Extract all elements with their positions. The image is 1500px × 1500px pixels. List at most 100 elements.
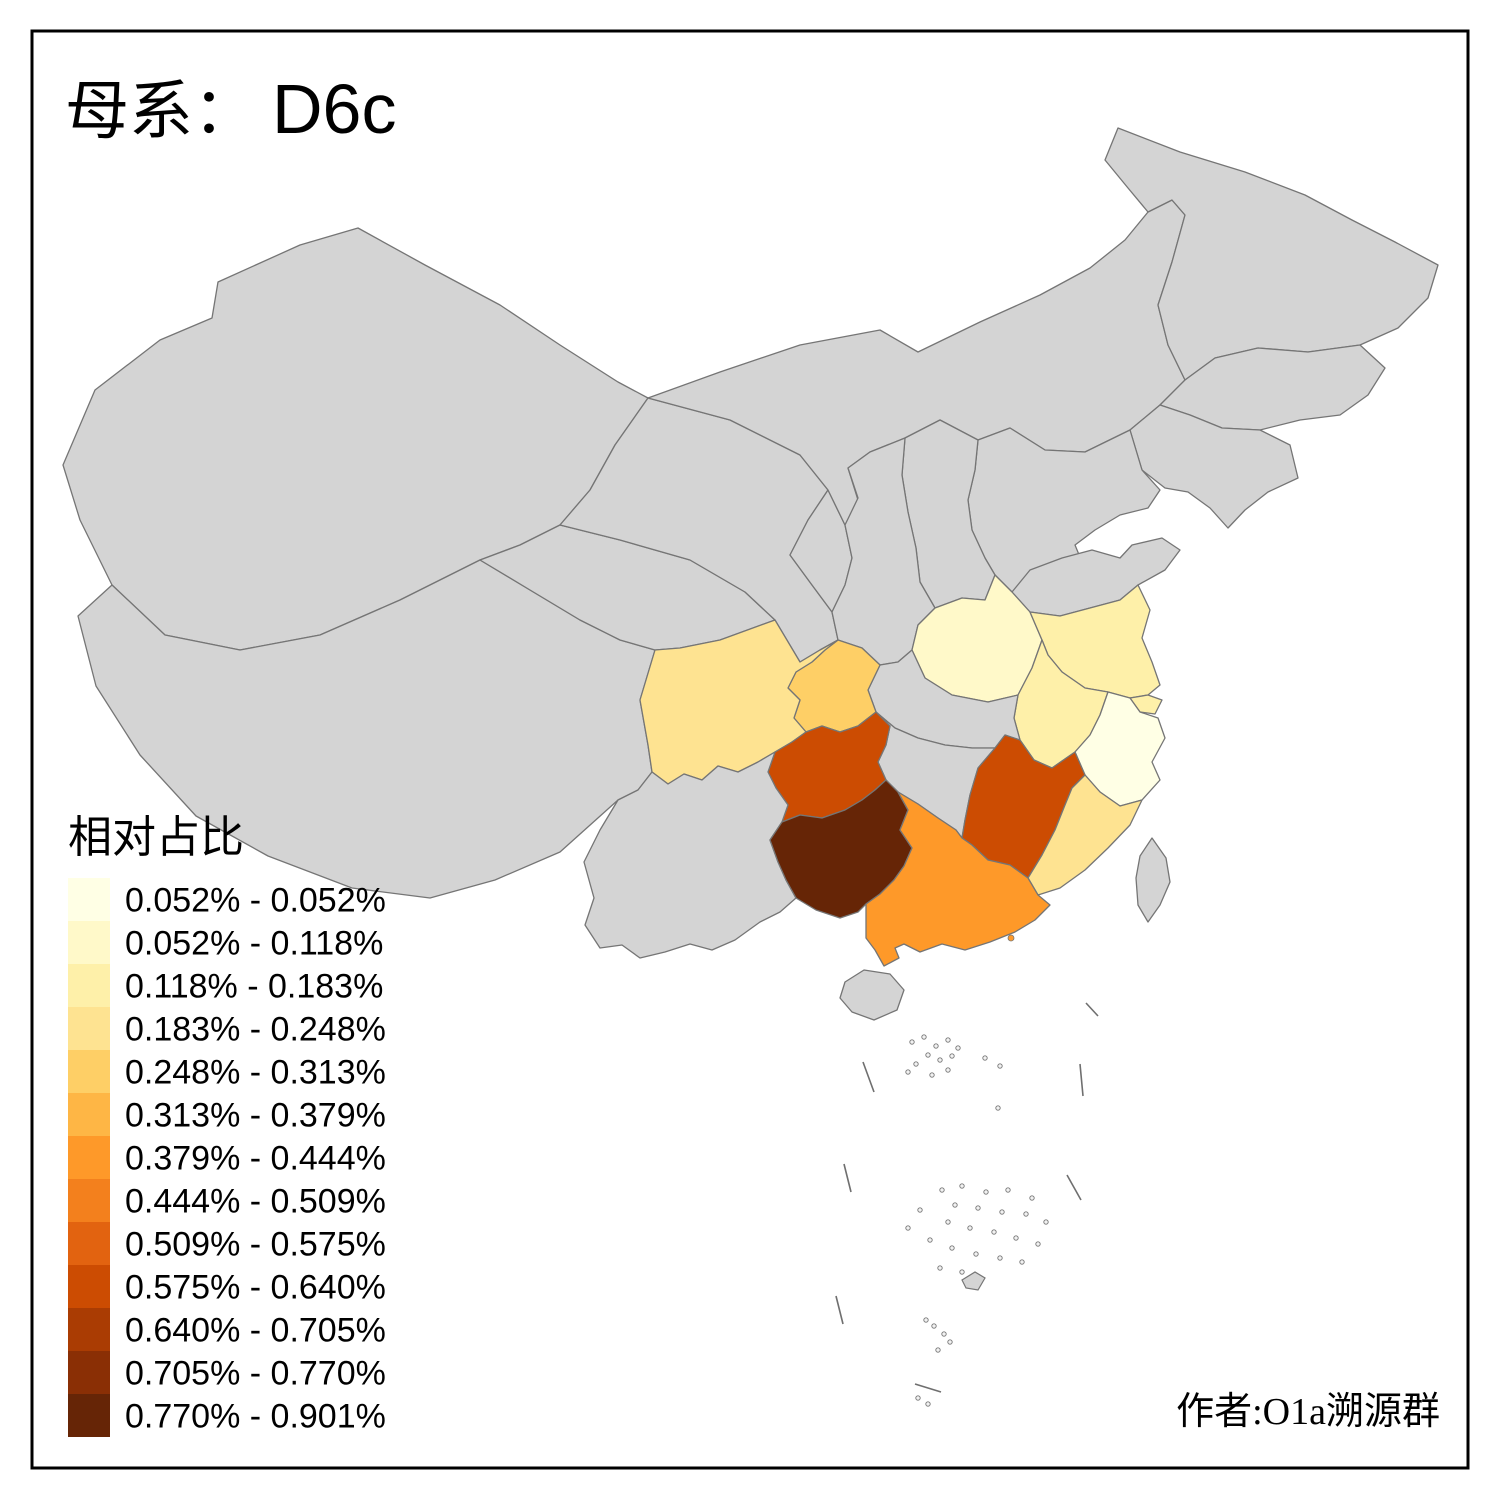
sea-boundary-dash — [914, 1383, 942, 1393]
sea-island-dot — [1013, 1235, 1019, 1241]
sea-island-dot — [905, 1069, 911, 1075]
sea-island-dot — [997, 1255, 1003, 1261]
legend-swatch — [68, 1136, 110, 1179]
plot-frame — [30, 29, 1470, 1470]
guangdong-islet — [1007, 934, 1015, 942]
legend-row: 0.052% - 0.118% — [68, 921, 383, 964]
province-fujian — [1027, 774, 1143, 896]
sea-boundary-dash — [1066, 1174, 1082, 1201]
legend-row: 0.509% - 0.575% — [68, 1222, 386, 1265]
legend-swatch — [68, 964, 110, 1007]
provinces-layer — [62, 127, 1439, 1021]
legend-swatch — [68, 1007, 110, 1050]
legend-row: 0.705% - 0.770% — [68, 1351, 386, 1394]
sea-island-dot — [1019, 1259, 1025, 1265]
sea-boundary-dash — [835, 1295, 844, 1325]
sea-island-dot — [937, 1057, 943, 1063]
sea-island-dot — [999, 1209, 1005, 1215]
legend: 相对占比 0.052% - 0.052% 0.052% - 0.118% 0.118… — [68, 813, 386, 1437]
sea-island-dot — [959, 1183, 965, 1189]
sea-island-dot — [945, 1037, 951, 1043]
sea-boundary-dash — [843, 1163, 852, 1193]
sea-island-dot — [1005, 1187, 1011, 1193]
legend-swatch — [68, 1179, 110, 1222]
legend-row: 0.118% - 0.183% — [68, 964, 383, 1007]
province-taiwan — [1135, 837, 1171, 923]
legend-label: 0.444% - 0.509% — [125, 1183, 386, 1221]
province-guangdong — [865, 791, 1051, 967]
legend-row: 0.444% - 0.509% — [68, 1179, 386, 1222]
legend-label: 0.640% - 0.705% — [125, 1312, 386, 1350]
sea-island-dot — [915, 1395, 921, 1401]
legend-label: 0.118% - 0.183% — [125, 968, 383, 1006]
map-title-haplogroup: D6c — [272, 70, 396, 148]
legend-label: 0.313% - 0.379% — [125, 1097, 386, 1135]
sea-island-dot — [917, 1207, 923, 1213]
legend-row: 0.575% - 0.640% — [68, 1265, 386, 1308]
south-china-sea-features — [835, 934, 1099, 1407]
sea-island-dot — [1043, 1219, 1049, 1225]
legend-swatch — [68, 1222, 110, 1265]
legend-rows: 0.052% - 0.052% 0.052% - 0.118% 0.118% - 0… — [68, 878, 386, 1437]
legend-swatch — [68, 921, 110, 964]
sea-island-dot — [952, 1202, 958, 1208]
province-liaoning — [1129, 404, 1299, 529]
sea-islet — [961, 1271, 986, 1291]
sea-island-dot — [973, 1251, 979, 1257]
sea-island-dot — [935, 1347, 941, 1353]
province-yunnan — [583, 751, 797, 959]
legend-label: 0.509% - 0.575% — [125, 1226, 386, 1264]
map-title-prefix: 母系： — [65, 76, 257, 147]
sea-island-dot — [955, 1045, 961, 1051]
sea-island-dot — [933, 1043, 939, 1049]
legend-row: 0.313% - 0.379% — [68, 1093, 386, 1136]
legend-swatch — [68, 1308, 110, 1351]
legend-label: 0.705% - 0.770% — [125, 1355, 386, 1393]
sea-island-dot — [945, 1067, 951, 1073]
sea-island-dot — [982, 1055, 988, 1061]
legend-swatch — [68, 1351, 110, 1394]
sea-island-dot — [1035, 1241, 1041, 1247]
legend-label: 0.052% - 0.052% — [125, 882, 386, 920]
sea-boundary-dash — [1085, 1002, 1099, 1017]
sea-island-dot — [929, 1072, 935, 1078]
sea-island-dot — [909, 1039, 915, 1045]
sea-island-dot — [931, 1323, 937, 1329]
sea-island-dot — [949, 1245, 955, 1251]
legend-label: 0.248% - 0.313% — [125, 1054, 386, 1092]
sea-island-dot — [913, 1061, 919, 1067]
legend-title: 相对占比 — [68, 813, 244, 862]
legend-swatch — [68, 878, 110, 921]
sea-island-dot — [905, 1225, 911, 1231]
legend-swatch — [68, 1050, 110, 1093]
sea-island-dot — [1023, 1211, 1029, 1217]
legend-label: 0.052% - 0.118% — [125, 925, 383, 963]
legend-label: 0.770% - 0.901% — [125, 1398, 386, 1436]
legend-swatch — [68, 1265, 110, 1308]
legend-label: 0.183% - 0.248% — [125, 1011, 386, 1049]
legend-row: 0.640% - 0.705% — [68, 1308, 386, 1351]
sea-island-dot — [937, 1265, 943, 1271]
legend-row: 0.183% - 0.248% — [68, 1007, 386, 1050]
sea-island-dot — [923, 1317, 929, 1323]
sea-boundary-dash — [862, 1061, 875, 1093]
sea-island-dot — [941, 1331, 947, 1337]
sea-island-dot — [1029, 1195, 1035, 1201]
sea-island-dot — [959, 1269, 965, 1275]
sea-boundary-dash — [1079, 1063, 1084, 1097]
legend-row: 0.770% - 0.901% — [68, 1394, 386, 1437]
sea-island-dot — [949, 1053, 955, 1059]
author-credit: 作者:O1a溯源群 — [1176, 1391, 1440, 1433]
sea-island-dot — [945, 1219, 951, 1225]
legend-row: 0.379% - 0.444% — [68, 1136, 386, 1179]
province-hainan — [839, 969, 905, 1021]
sea-island-dot — [991, 1229, 997, 1235]
legend-swatch — [68, 1394, 110, 1437]
sea-island-dot — [967, 1225, 973, 1231]
sea-island-dot — [939, 1187, 945, 1193]
legend-row: 0.248% - 0.313% — [68, 1050, 386, 1093]
legend-label: 0.379% - 0.444% — [125, 1140, 386, 1178]
legend-row: 0.052% - 0.052% — [68, 878, 386, 921]
